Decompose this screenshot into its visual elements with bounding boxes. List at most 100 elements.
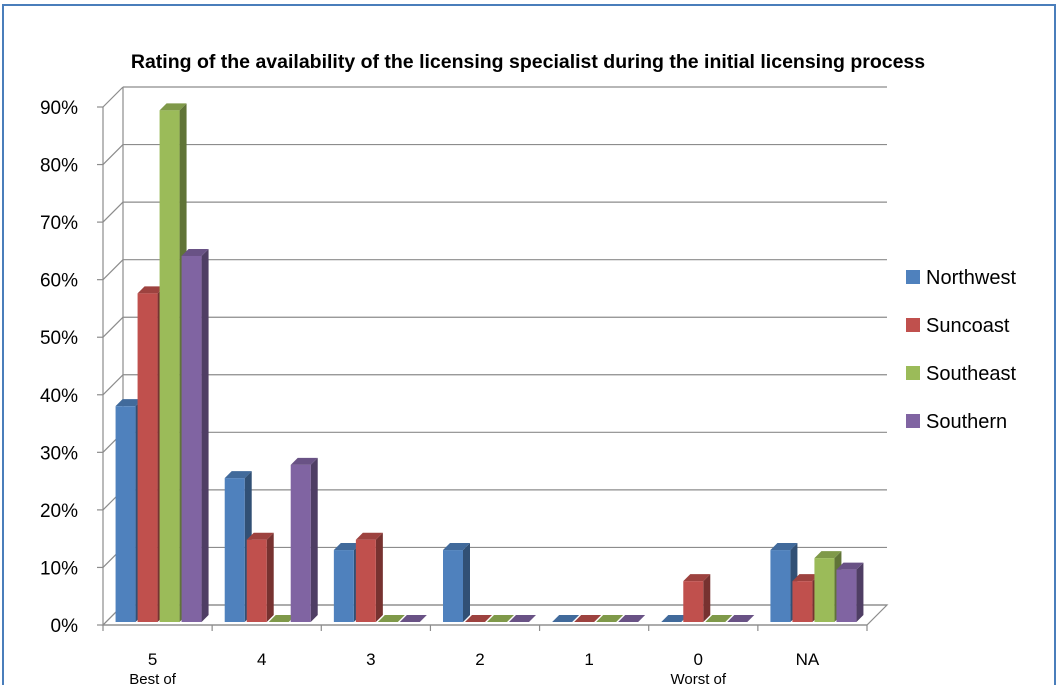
x-tick-label: NA — [796, 650, 820, 669]
x-tick-sublabel: Worst of — [670, 671, 726, 687]
legend-swatch — [906, 366, 920, 380]
bar-side — [201, 248, 209, 623]
bar-front — [770, 550, 791, 622]
bar-top — [159, 103, 187, 111]
bar-top — [443, 543, 470, 551]
bar-top — [137, 286, 165, 294]
gridline-depth — [102, 144, 124, 165]
y-tick-label: 60% — [40, 271, 78, 292]
bar-top — [290, 457, 318, 465]
bar-chart: Rating of the availability of the licens… — [40, 51, 1017, 687]
bar — [355, 532, 383, 622]
chart-frame: Rating of the availability of the licens… — [2, 4, 1056, 687]
x-tick-label: 2 — [475, 650, 484, 669]
x-tick-label: 1 — [584, 650, 593, 669]
bar-front — [443, 550, 463, 622]
bar-front — [181, 255, 202, 623]
gridline-depth — [102, 374, 124, 396]
bar-top — [552, 615, 580, 622]
bar-top — [333, 543, 361, 551]
bar-side — [310, 457, 318, 622]
gridline-depth — [102, 201, 124, 223]
y-tick-label: 80% — [40, 156, 78, 177]
bar-top — [224, 471, 252, 479]
bar — [246, 532, 274, 622]
bar-front — [137, 293, 158, 622]
bar-top — [836, 562, 864, 570]
bar — [377, 615, 405, 622]
legend-swatch — [906, 414, 920, 428]
bar-top — [399, 615, 427, 622]
bar — [596, 615, 624, 622]
y-tick-label: 90% — [40, 98, 78, 119]
y-tick-label: 50% — [40, 328, 78, 349]
legend-swatch — [906, 318, 920, 332]
bar-top — [770, 543, 798, 551]
y-tick-label: 30% — [40, 443, 78, 464]
bar-top — [355, 532, 383, 540]
bar-front — [290, 464, 311, 622]
gridline-depth — [102, 259, 124, 281]
bar — [661, 615, 689, 622]
bar-top — [487, 615, 514, 622]
bar — [399, 615, 427, 622]
x-tick-label: 4 — [257, 650, 266, 669]
gridline-depth — [102, 316, 124, 338]
bar — [290, 457, 318, 622]
bar-top — [618, 615, 646, 622]
legend-label: Southern — [926, 411, 1007, 433]
bar — [509, 615, 536, 622]
y-tick-label: 40% — [40, 386, 78, 407]
bar-top — [814, 551, 842, 559]
bar-top — [574, 615, 602, 622]
legend-label: Southeast — [926, 363, 1017, 385]
bar-top — [465, 615, 492, 622]
bar-front — [246, 539, 267, 622]
bar-side — [856, 562, 864, 622]
y-tick-label: 0% — [51, 616, 79, 637]
bar-side — [463, 543, 470, 622]
bar-top — [246, 532, 274, 540]
legend-swatch — [906, 270, 920, 284]
bar-side — [703, 574, 711, 622]
y-tick-label: 70% — [40, 213, 78, 234]
bar — [465, 615, 492, 622]
bar — [268, 615, 296, 622]
bar-front — [333, 550, 354, 622]
bar-top — [181, 248, 209, 256]
bar-top — [509, 615, 536, 622]
bar-front — [115, 406, 136, 622]
bar-front — [836, 569, 857, 622]
bar-top — [683, 574, 711, 582]
bar-front — [355, 539, 376, 622]
bar — [618, 615, 646, 622]
x-tick-label: 3 — [366, 650, 375, 669]
bar — [836, 562, 864, 622]
bar — [574, 615, 602, 622]
legend-label: Northwest — [926, 267, 1016, 289]
bar-top — [792, 574, 820, 582]
bar-side — [266, 532, 274, 622]
bar-top — [596, 615, 624, 622]
y-tick-label: 10% — [40, 558, 78, 579]
bar-front — [224, 478, 245, 622]
bar-top — [377, 615, 405, 622]
bar — [705, 615, 733, 622]
bar-top — [115, 399, 143, 407]
bar-front — [814, 558, 835, 622]
y-tick-label: 20% — [40, 501, 78, 522]
chart-title: Rating of the availability of the licens… — [131, 51, 925, 73]
bar — [727, 615, 755, 622]
x-tick-label: 0 — [694, 650, 703, 669]
bar-top — [705, 615, 733, 622]
bar — [181, 248, 209, 623]
bar — [552, 615, 580, 622]
x-tick-sublabel: Best of — [129, 671, 177, 687]
bar-front — [159, 110, 180, 622]
gridline-depth — [102, 86, 124, 108]
bar — [443, 543, 470, 622]
legend-label: Suncoast — [926, 315, 1010, 337]
bar — [487, 615, 514, 622]
bar-side — [375, 532, 383, 622]
bar-top — [661, 615, 689, 622]
